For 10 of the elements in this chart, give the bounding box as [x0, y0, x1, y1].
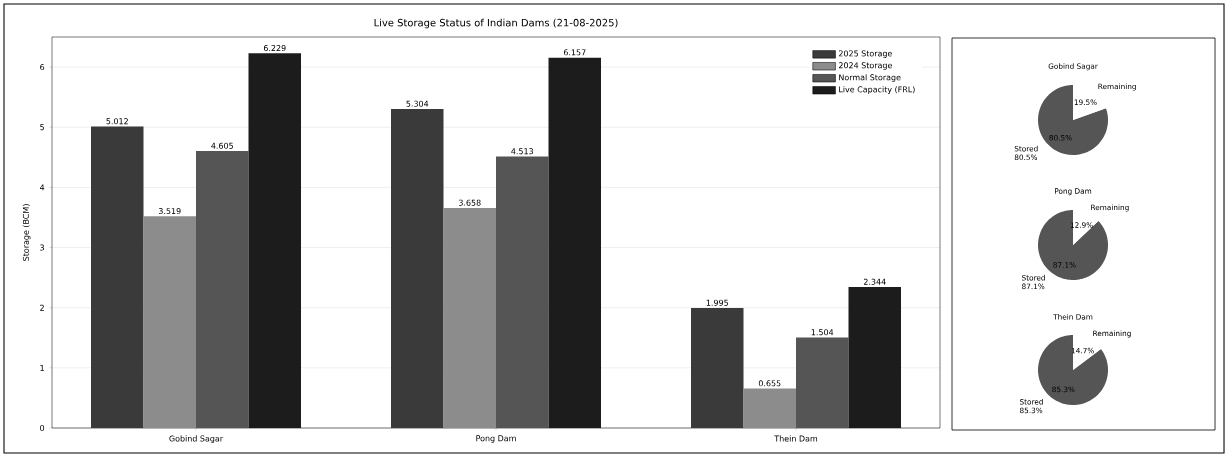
- bar: [796, 337, 849, 429]
- bar: [691, 308, 744, 429]
- bar: [496, 156, 549, 429]
- bar: [548, 57, 602, 429]
- bar: [196, 151, 249, 429]
- chart-title: Live Storage Status of Indian Dams (21-08-2025): [374, 18, 618, 29]
- bar: [391, 108, 444, 429]
- bar: [248, 53, 302, 429]
- bar: [848, 287, 902, 429]
- bar: [91, 126, 144, 429]
